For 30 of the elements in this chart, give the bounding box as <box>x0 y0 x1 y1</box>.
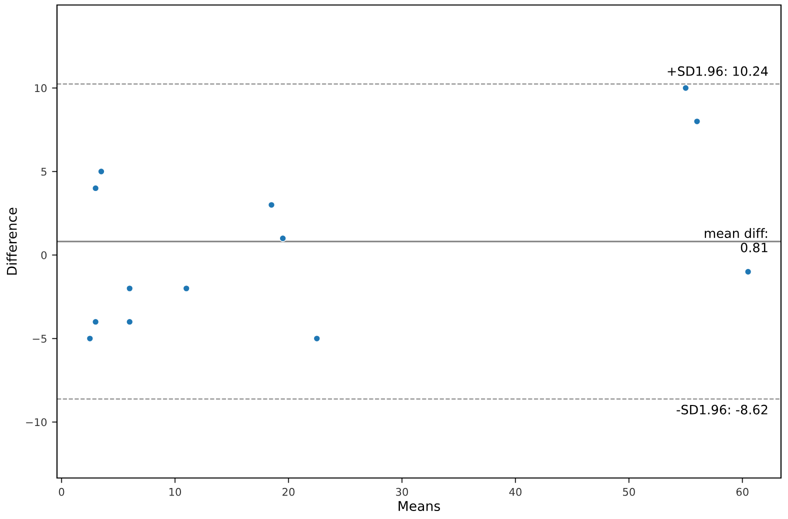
point <box>682 84 690 92</box>
x-tick-label: 0 <box>58 488 64 496</box>
ref-line-label: +SD1.96: 10.24 <box>668 66 768 76</box>
point <box>86 334 94 342</box>
y-tick-label: 0 <box>41 251 47 260</box>
y-tick-label: −5 <box>32 334 46 343</box>
ref-line-label: -SD1.96: -8.62 <box>676 404 768 414</box>
point <box>126 318 134 326</box>
point <box>98 168 105 176</box>
point <box>693 118 701 126</box>
point <box>126 284 134 292</box>
point <box>744 268 752 276</box>
x-tick-label: 40 <box>509 488 522 496</box>
x-tick-label: 60 <box>736 488 748 496</box>
point <box>279 234 286 242</box>
point <box>182 284 190 292</box>
x-tick-label: 50 <box>623 488 635 496</box>
y-tick-label: 5 <box>41 168 46 176</box>
y-tick-label: −10 <box>26 418 47 426</box>
point <box>313 334 321 342</box>
point <box>92 184 100 192</box>
x-tick-label: 10 <box>169 488 182 496</box>
x-axis-title: Means <box>398 501 440 512</box>
y-tick-label: 10 <box>35 84 47 92</box>
x-tick-label: 30 <box>396 488 408 496</box>
ref-line-label: mean diff: 0.81 <box>704 228 768 252</box>
y-axis-title: Difference <box>6 208 17 275</box>
point <box>268 201 276 209</box>
point <box>92 318 100 326</box>
x-tick-label: 20 <box>282 488 295 496</box>
